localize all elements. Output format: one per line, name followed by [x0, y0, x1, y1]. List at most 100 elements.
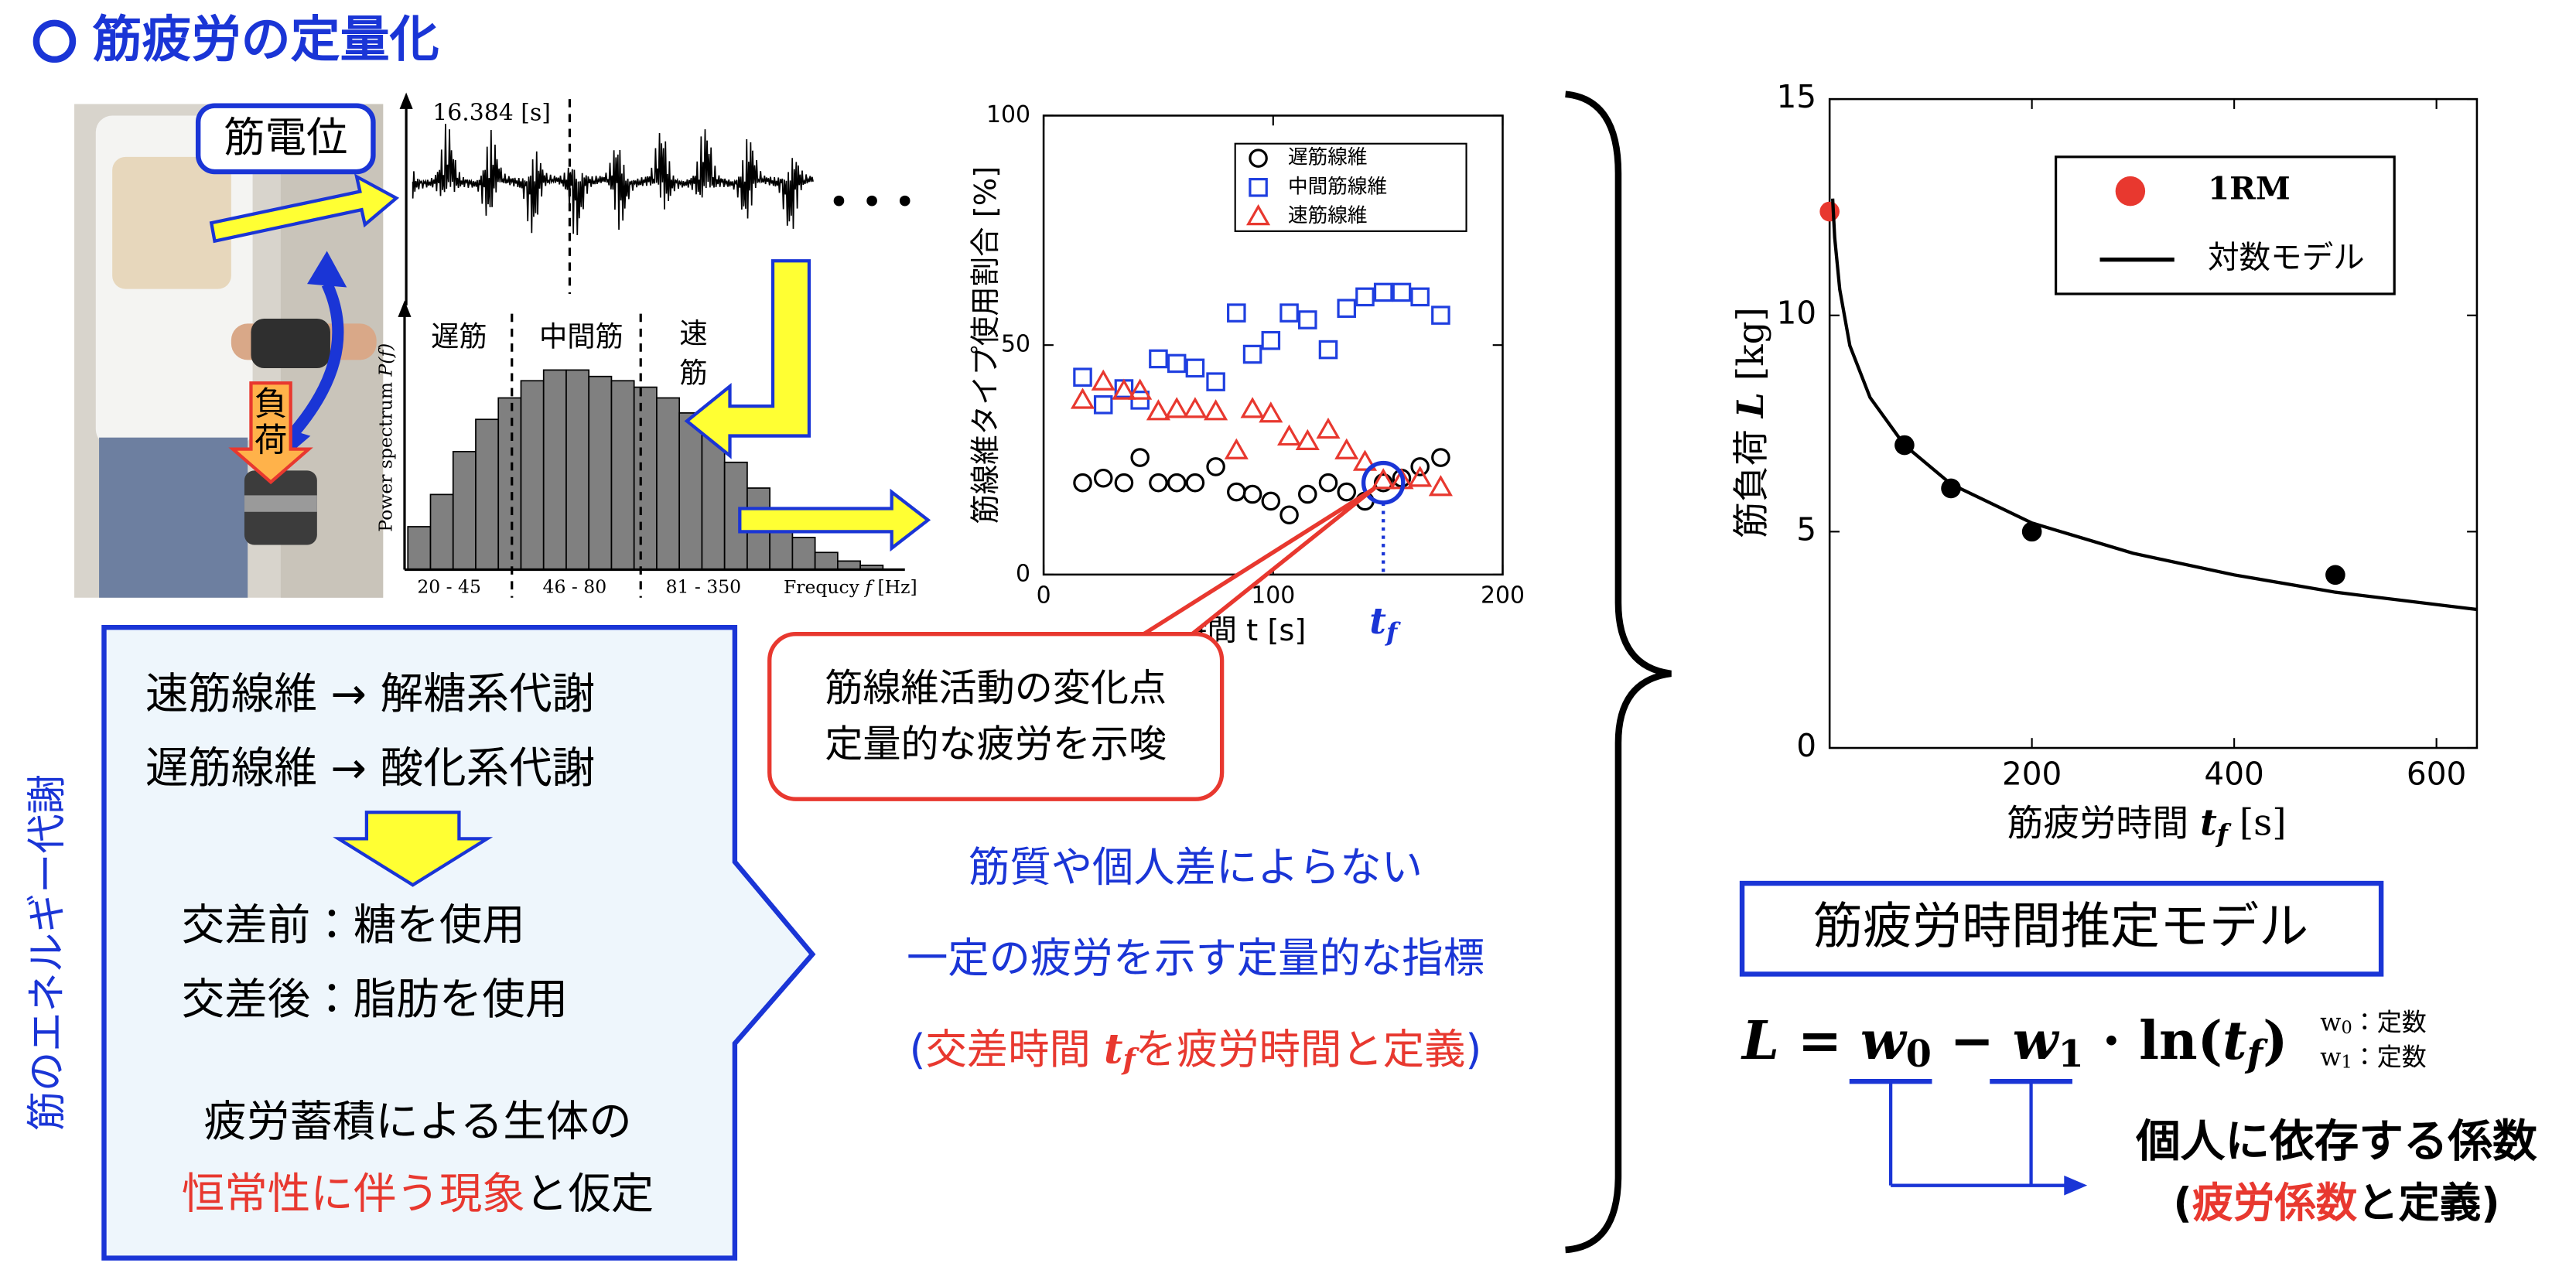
range-label: 20 - 45 — [417, 575, 481, 597]
callout-box — [767, 632, 1225, 801]
crossing-label-part: t — [1369, 600, 1386, 643]
data-point — [1167, 473, 1187, 493]
model-formula-part: · ln( — [2084, 1010, 2222, 1072]
spectrum-bar — [542, 369, 567, 571]
model-formula: L = w0 − w1 · ln(tf) — [1741, 1010, 2287, 1075]
coefficient-definition-part: と定義 — [2357, 1178, 2481, 1227]
x-axis-label-part: [s] — [2228, 801, 2287, 844]
data-point — [1093, 468, 1113, 488]
y-axis-label: 筋負荷 L [kg] — [1730, 307, 1773, 538]
spectrum-x-label-part: Frequcy — [784, 575, 865, 597]
emg-ellipsis: • • • — [828, 181, 916, 224]
slide-title: 筋疲労の定量化 — [93, 12, 439, 69]
data-point — [2021, 521, 2042, 542]
spectrum-bar — [837, 560, 861, 571]
data-point — [2325, 565, 2345, 585]
data-point — [1819, 201, 1840, 222]
motion-arrow — [289, 282, 344, 437]
legend-box — [2054, 155, 2396, 295]
crossing-marker — [1361, 460, 1406, 505]
legend-box — [1234, 142, 1467, 232]
info-line-part: 恒常性に伴う現象 — [182, 1169, 525, 1220]
y-tick-label: 100 — [986, 101, 1030, 128]
model-line — [1830, 198, 2478, 612]
spectrum-bar — [429, 493, 454, 571]
coefficient-definition-part: ( — [2173, 1178, 2192, 1227]
spectrum-x-label-part: [Hz] — [872, 575, 917, 597]
plot-frame — [1828, 97, 2479, 749]
y-tick-label: 0 — [1016, 560, 1030, 587]
data-point — [1410, 457, 1430, 476]
data-point — [1316, 417, 1341, 439]
title-bullet — [32, 19, 77, 63]
y-axis-label-part: 筋負荷 — [1730, 418, 1772, 538]
data-point — [1941, 478, 1961, 499]
y-tick-label: 0 — [1796, 727, 1816, 764]
model-note-part: ：定数 — [2352, 1007, 2427, 1036]
flow-arrow — [684, 259, 811, 459]
model-formula-part: w — [2013, 1010, 2060, 1072]
spectrum-bar — [452, 450, 477, 571]
spectrum-bar — [610, 380, 635, 571]
data-point — [1206, 457, 1225, 476]
data-point — [1093, 395, 1113, 415]
data-point — [1410, 287, 1430, 307]
model-note-part: 1 — [2342, 1053, 2352, 1073]
data-point — [1130, 448, 1150, 467]
emg-arrow — [209, 173, 400, 244]
legend-marker — [2115, 176, 2146, 207]
photo-sleeve — [112, 156, 231, 289]
model-formula-part: w — [1860, 1010, 1908, 1072]
spectrum-bar — [475, 418, 500, 571]
model-note-part: w — [2320, 1042, 2341, 1071]
data-point — [1073, 367, 1092, 387]
emg-time-label: 16.384 [s] — [432, 99, 551, 126]
data-point — [1224, 438, 1249, 459]
legend-label: 遅筋線維 — [1288, 146, 1367, 169]
coefficient-arrow-head — [2064, 1175, 2088, 1196]
data-point — [1185, 473, 1205, 493]
x-tick-label: 400 — [2204, 756, 2263, 793]
legend-label: 速筋線維 — [1288, 204, 1367, 227]
model-note: w1：定数 — [2320, 1042, 2427, 1073]
y-axis-label-part: [kg] — [1730, 307, 1772, 392]
data-point — [1070, 387, 1095, 409]
load-arrow — [228, 381, 313, 485]
model-formula-part: 1 — [2058, 1033, 2083, 1076]
info-line: 疲労蓄積による生体の — [203, 1097, 631, 1147]
data-point — [1259, 401, 1283, 423]
data-point — [1167, 353, 1187, 374]
emg-waveform — [412, 124, 814, 236]
spectrum-x-label: Frequcy f [Hz] — [784, 575, 917, 597]
spectrum-y-axis-head — [398, 300, 412, 317]
data-point — [1146, 399, 1170, 421]
conclusion-definition: (交差時間 tfを疲労時間と定義) — [910, 1024, 1482, 1076]
data-point — [1128, 378, 1153, 400]
conclusion-definition-part: を疲労時間と定義 — [1136, 1024, 1466, 1073]
x-axis-label-part: f — [2216, 818, 2232, 848]
data-point — [1227, 482, 1246, 502]
data-point — [1334, 438, 1359, 459]
model-title-box — [1739, 880, 2384, 977]
model-note-part: ：定数 — [2352, 1042, 2427, 1071]
spectrum-bar — [656, 397, 681, 571]
motion-arrow-head — [307, 251, 347, 288]
y-tick-label: 50 — [1001, 331, 1030, 358]
model-note: w0：定数 — [2320, 1007, 2427, 1038]
conclusion-line: 一定の疲労を示す定量的な指標 — [907, 934, 1484, 982]
data-point — [1408, 466, 1433, 487]
x-axis-label-part: t — [2200, 801, 2217, 844]
legend-label: 対数モデル — [2208, 239, 2365, 276]
data-point — [1337, 299, 1357, 318]
data-point — [1112, 378, 1136, 400]
data-point — [1185, 358, 1205, 378]
data-point — [1373, 282, 1393, 302]
conclusion-line: 筋質や個人差によらない — [969, 843, 1423, 892]
coefficient-text: 個人に依存する係数 — [2135, 1115, 2537, 1167]
data-point — [1298, 310, 1317, 329]
load-label: 荷 — [255, 422, 288, 460]
y-tick-label: 5 — [1796, 510, 1816, 548]
